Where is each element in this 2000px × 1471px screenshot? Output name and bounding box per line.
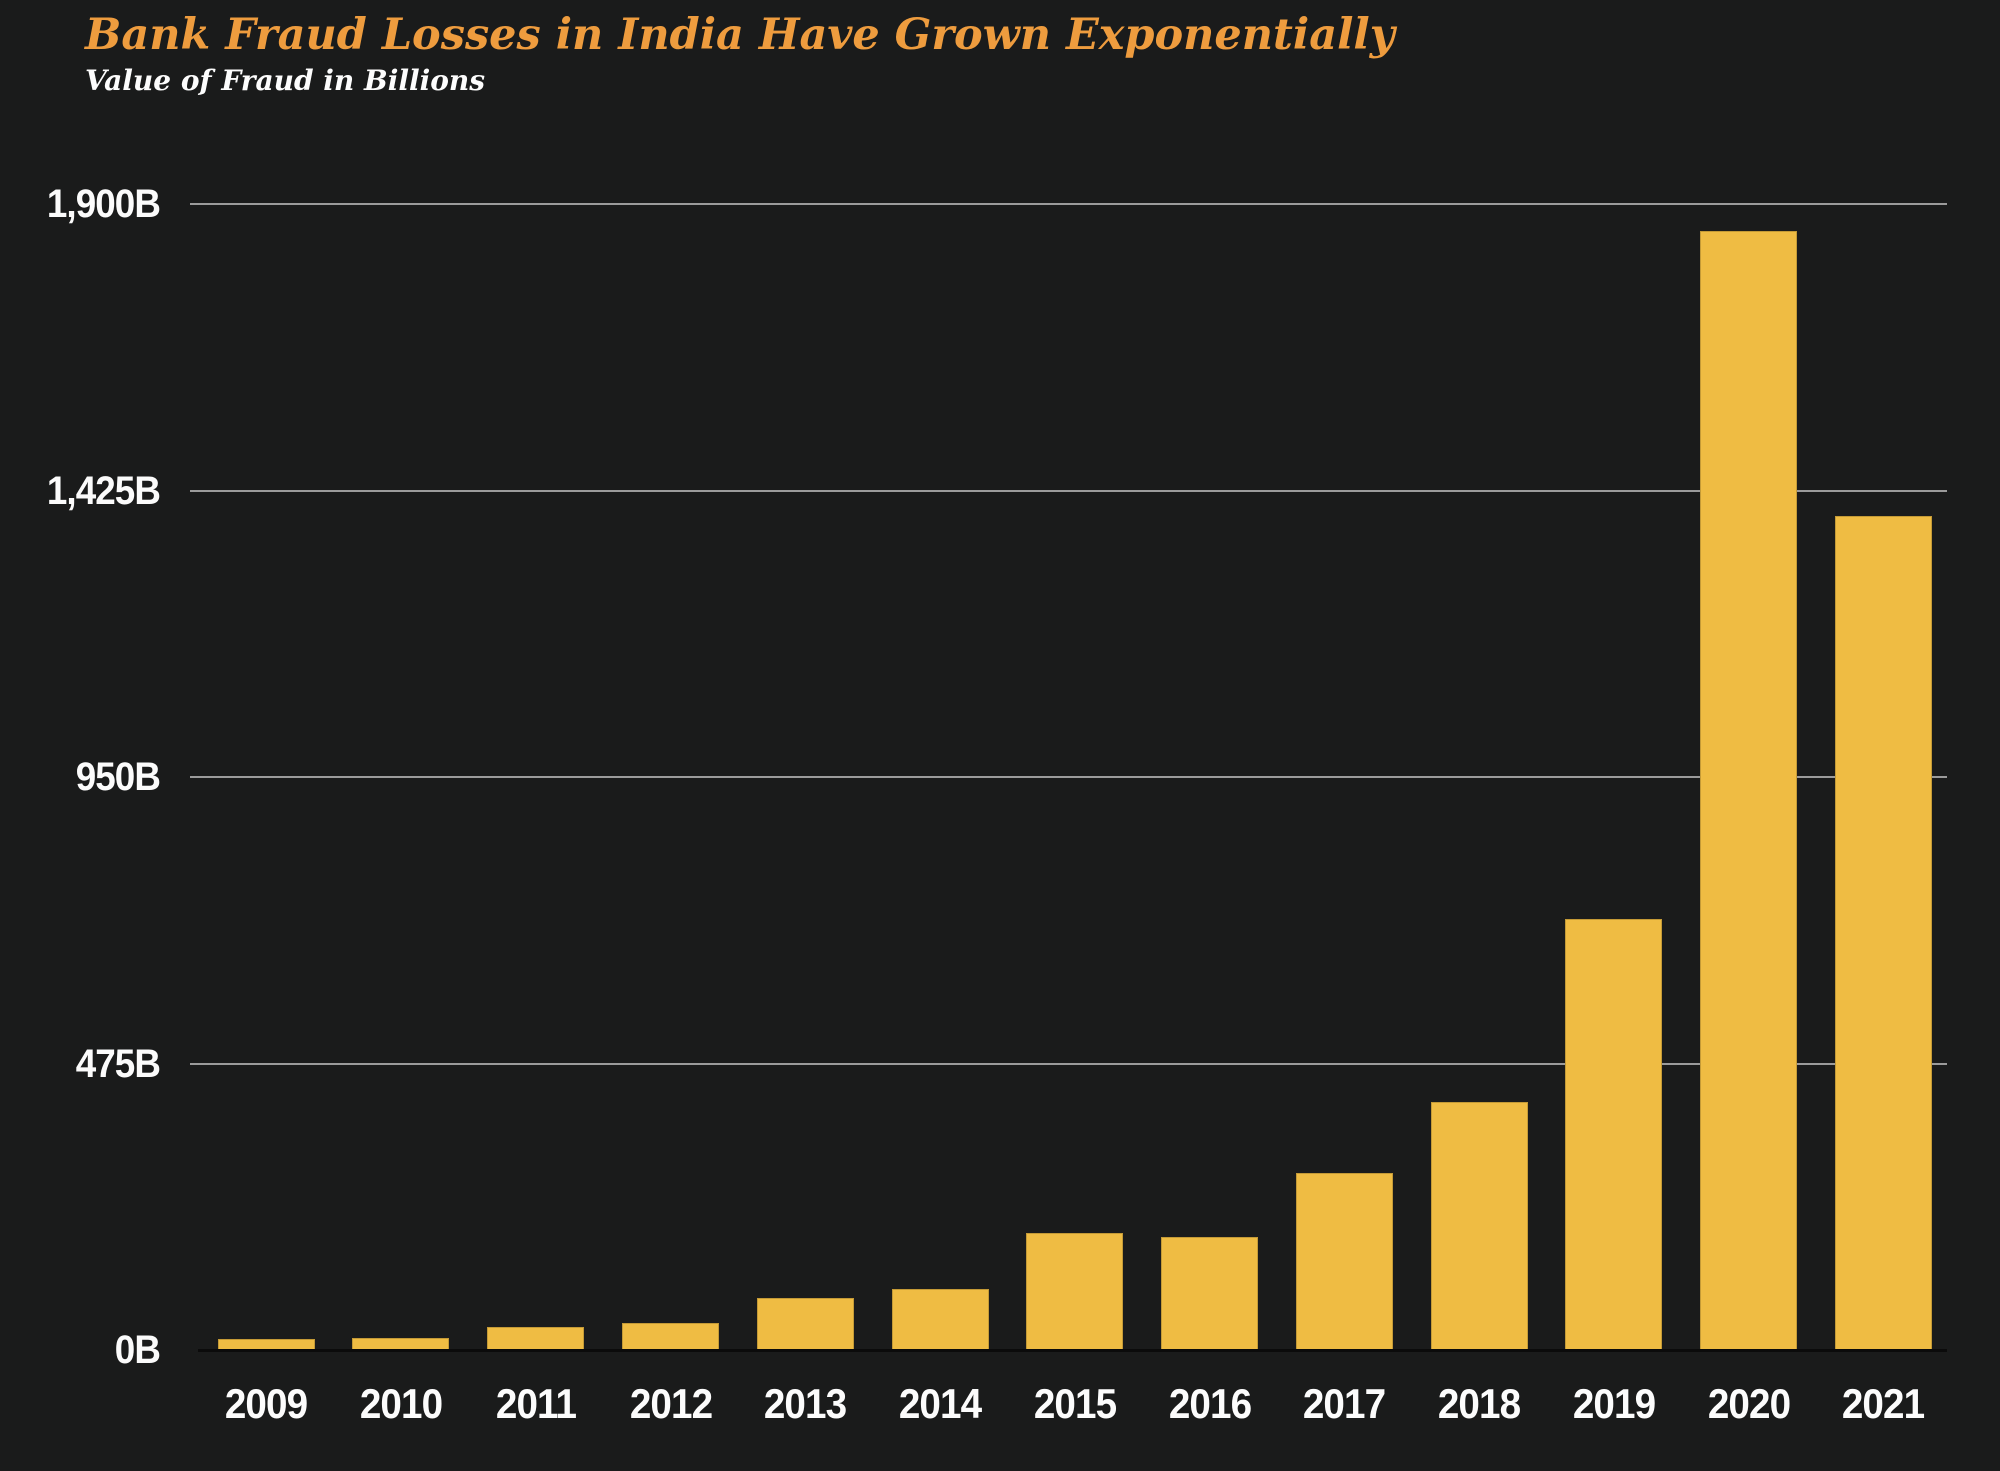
x-axis-label-2015: 2015 (1033, 1380, 1117, 1427)
x-axis-label-2011: 2011 (495, 1380, 577, 1427)
y-axis-label-950B: 950B (75, 755, 161, 800)
x-axis-label-2010: 2010 (359, 1380, 443, 1427)
y-axis-label-1,425B: 1,425B (46, 468, 161, 513)
bar-2015 (1026, 1232, 1124, 1350)
gridline-1425 (190, 489, 1947, 492)
x-axis-label-2012: 2012 (629, 1380, 712, 1427)
bar-2014 (891, 1289, 989, 1350)
bar-2019 (1565, 918, 1663, 1350)
x-axis-label-2019: 2019 (1572, 1380, 1656, 1427)
gridline-1900 (190, 203, 1947, 206)
bar-2017 (1295, 1173, 1393, 1350)
bar-2009 (217, 1338, 315, 1350)
y-axis-label-475B: 475B (75, 1041, 161, 1086)
x-axis-label-2021: 2021 (1842, 1380, 1925, 1427)
bar-2016 (1161, 1237, 1259, 1350)
x-axis-label-2017: 2017 (1303, 1380, 1386, 1427)
bar-2012 (622, 1322, 719, 1350)
x-axis-baseline (198, 1349, 1947, 1352)
bar-2020 (1700, 231, 1798, 1350)
gridline-950 (190, 776, 1947, 779)
x-axis-label-2016: 2016 (1168, 1380, 1251, 1427)
y-axis-label-1,900B: 1,900B (46, 182, 161, 227)
bar-2011 (487, 1327, 585, 1350)
x-axis-label-2014: 2014 (898, 1380, 982, 1427)
x-axis-label-2018: 2018 (1437, 1380, 1521, 1427)
bar-2013 (756, 1297, 854, 1350)
x-axis-label-2013: 2013 (764, 1380, 847, 1427)
chart-title: Bank Fraud Losses in India Have Grown Ex… (85, 10, 1395, 60)
chart-subtitle: Value of Fraud in Billions (85, 64, 486, 97)
y-axis-label-0B: 0B (114, 1328, 161, 1372)
gridline-475 (190, 1062, 1947, 1065)
bar-2018 (1430, 1101, 1528, 1350)
x-axis-label-2020: 2020 (1707, 1380, 1791, 1427)
bar-2010 (352, 1338, 450, 1350)
bar-2021 (1834, 516, 1932, 1350)
x-axis-label-2009: 2009 (225, 1380, 308, 1427)
